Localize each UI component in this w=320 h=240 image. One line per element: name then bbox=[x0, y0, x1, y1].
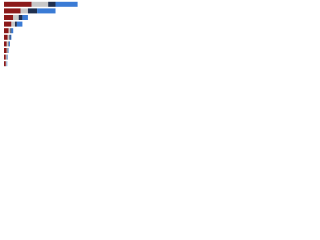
bar-segment bbox=[18, 14, 23, 21]
bar-segment bbox=[10, 34, 12, 40]
bar-segment bbox=[4, 34, 8, 40]
bar-segment bbox=[27, 8, 38, 14]
bar-segment bbox=[9, 41, 10, 47]
bar-segment bbox=[4, 21, 12, 27]
bar-segment bbox=[4, 54, 6, 60]
bar-segment bbox=[31, 1, 49, 7]
bar-segment bbox=[37, 8, 56, 14]
bar-segment bbox=[6, 41, 9, 47]
bar-segment bbox=[4, 41, 7, 47]
bar-segment bbox=[4, 1, 32, 7]
bar-segment bbox=[4, 28, 9, 34]
bar-segment bbox=[4, 61, 6, 67]
bar-segment bbox=[4, 8, 21, 14]
bar-segment bbox=[11, 28, 14, 34]
bar-segment bbox=[5, 61, 7, 67]
chart bbox=[4, 1, 78, 67]
bar-segment bbox=[10, 28, 12, 34]
bar-segment bbox=[4, 14, 14, 21]
bar-segment bbox=[15, 21, 17, 27]
bar-segment bbox=[22, 14, 28, 21]
bar-segment bbox=[13, 14, 19, 21]
bar-segment bbox=[8, 28, 11, 34]
page: {"chart_data": {"type": "stacked-bar-hor… bbox=[0, 0, 100, 71]
bar-segment bbox=[4, 47, 7, 54]
bar-segment bbox=[6, 47, 8, 54]
bar-segment bbox=[11, 21, 16, 27]
bar-segment bbox=[48, 1, 56, 7]
bar-segment bbox=[7, 34, 10, 40]
bar-segment bbox=[9, 34, 11, 40]
bar-segment bbox=[20, 8, 28, 14]
bar-segment bbox=[55, 1, 78, 7]
bar-segment bbox=[16, 21, 23, 27]
bar-segment bbox=[5, 54, 7, 60]
